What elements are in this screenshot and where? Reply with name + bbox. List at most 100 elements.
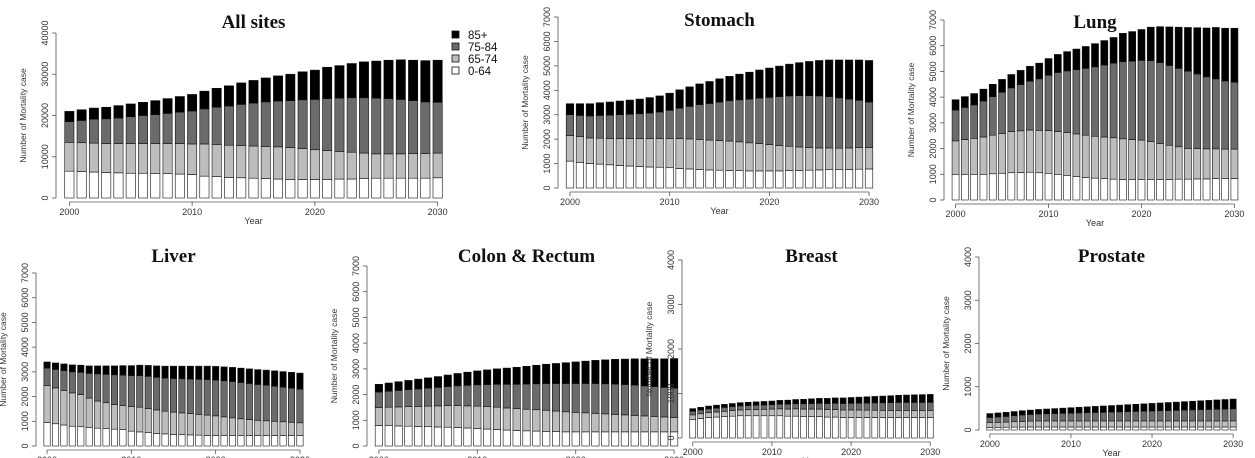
bar-segment-85+ xyxy=(1083,406,1091,413)
y-tick-label: 4000 xyxy=(963,247,973,267)
bar-segment-75-84 xyxy=(675,107,684,139)
x-tick-label: 2020 xyxy=(206,455,226,458)
x-tick-label: 2000 xyxy=(59,207,79,217)
bar-segment-75-84 xyxy=(1140,410,1148,422)
bar-segment-65-74 xyxy=(279,421,287,436)
bar-segment-65-74 xyxy=(784,408,792,417)
bar-segment-85+ xyxy=(394,381,403,391)
bar-segment-85+ xyxy=(288,372,295,389)
bar-segment-75-84 xyxy=(795,95,804,148)
bar-segment-0-64 xyxy=(776,415,784,439)
bar-segment-75-84 xyxy=(211,106,222,145)
bar-segment-85+ xyxy=(1184,27,1192,72)
legend-swatch xyxy=(451,54,460,63)
y-tick-label: 0 xyxy=(928,197,938,202)
y-tick-label: 7000 xyxy=(20,263,30,283)
y-tick-label: 5000 xyxy=(20,312,30,332)
bar-segment-75-84 xyxy=(847,402,855,411)
bar-segment-65-74 xyxy=(395,153,406,179)
bar-segment-65-74 xyxy=(236,145,247,179)
bar-segment-75-84 xyxy=(492,383,501,408)
bar-segment-65-74 xyxy=(76,142,87,172)
bar-segment-0-64 xyxy=(575,162,585,189)
bar-segment-65-74 xyxy=(1010,421,1018,428)
bar-segment-65-74 xyxy=(871,409,879,418)
bar-segment-0-64 xyxy=(1016,172,1025,201)
bar-segment-75-84 xyxy=(224,105,234,146)
bar-segment-0-64 xyxy=(1197,426,1205,431)
bar-segment-65-74 xyxy=(988,134,997,175)
bar-segment-65-74 xyxy=(620,414,629,433)
bar-segment-65-74 xyxy=(433,405,442,428)
bar-segment-85+ xyxy=(1212,27,1220,80)
bar-segment-65-74 xyxy=(835,147,844,170)
bar-segment-0-64 xyxy=(309,179,320,199)
bar-segment-75-84 xyxy=(1221,80,1229,150)
bar-segment-75-84 xyxy=(420,101,431,154)
bar-segment-65-74 xyxy=(895,410,902,418)
bar-segment-0-64 xyxy=(473,428,482,447)
bar-segment-85+ xyxy=(755,69,764,99)
bar-segment-0-64 xyxy=(68,425,76,447)
y-tick-label: 3000 xyxy=(20,362,30,382)
bar-segment-65-74 xyxy=(1035,130,1044,174)
bar-segment-85+ xyxy=(775,65,784,97)
bar-segment-75-84 xyxy=(768,404,776,410)
bar-segment-85+ xyxy=(522,365,531,385)
bar-segment-0-64 xyxy=(111,428,118,447)
bar-segment-65-74 xyxy=(64,142,75,172)
bar-segment-85+ xyxy=(595,102,604,116)
bar-segment-0-64 xyxy=(150,173,161,199)
bar-segment-85+ xyxy=(697,407,704,411)
bar-segment-0-64 xyxy=(571,431,580,447)
x-tick-label: 2010 xyxy=(182,207,202,217)
bar-segment-65-74 xyxy=(911,410,918,418)
bar-segment-75-84 xyxy=(1026,80,1034,131)
bar-segment-75-84 xyxy=(502,383,511,409)
bar-segment-85+ xyxy=(174,96,185,113)
bar-segment-75-84 xyxy=(203,379,211,416)
bar-segment-75-84 xyxy=(825,96,834,149)
bar-segment-65-74 xyxy=(136,406,144,433)
bar-segment-65-74 xyxy=(271,420,279,436)
bar-segment-85+ xyxy=(443,374,452,387)
bar-segment-85+ xyxy=(1002,412,1010,417)
bar-segment-75-84 xyxy=(1091,66,1099,137)
bar-segment-0-64 xyxy=(542,431,551,447)
bar-segment-0-64 xyxy=(697,418,704,439)
bar-segment-85+ xyxy=(43,361,51,369)
bar-segment-75-84 xyxy=(979,100,988,138)
bar-segment-0-64 xyxy=(1075,426,1083,431)
bar-segment-0-64 xyxy=(220,435,228,447)
bar-segment-0-64 xyxy=(715,169,724,189)
bar-segment-85+ xyxy=(745,71,754,100)
bar-segment-85+ xyxy=(77,364,85,373)
bar-segment-0-64 xyxy=(805,169,814,189)
bar-segment-0-64 xyxy=(136,431,144,447)
bar-segment-85+ xyxy=(113,105,124,119)
bar-segment-65-74 xyxy=(655,138,664,168)
bar-segment-0-64 xyxy=(961,173,969,201)
legend-label: 85+ xyxy=(468,30,488,42)
bar-segment-0-64 xyxy=(705,169,714,189)
bar-segment-85+ xyxy=(111,365,118,376)
bar-segment-0-64 xyxy=(113,172,124,199)
bar-segment-75-84 xyxy=(262,384,270,422)
bar-segment-75-84 xyxy=(248,102,259,147)
bar-segment-85+ xyxy=(424,377,433,389)
bar-segment-0-64 xyxy=(395,177,406,199)
bar-segment-85+ xyxy=(195,365,203,380)
y-axis-label: Number of Mortality case xyxy=(0,312,8,407)
bar-segment-0-64 xyxy=(665,167,674,189)
bar-segment-85+ xyxy=(1140,403,1148,412)
bar-segment-65-74 xyxy=(845,147,854,170)
bar-segment-85+ xyxy=(736,402,744,407)
bar-segment-0-64 xyxy=(784,415,792,439)
y-tick-label: 20000 xyxy=(40,103,50,128)
bar-segment-85+ xyxy=(1189,400,1196,411)
bar-segment-0-64 xyxy=(359,178,369,199)
bar-segment-0-64 xyxy=(645,166,654,189)
y-axis-label: Number of Mortality case xyxy=(18,68,28,163)
bar-segment-65-74 xyxy=(752,409,760,417)
bar-segment-0-64 xyxy=(951,173,960,201)
